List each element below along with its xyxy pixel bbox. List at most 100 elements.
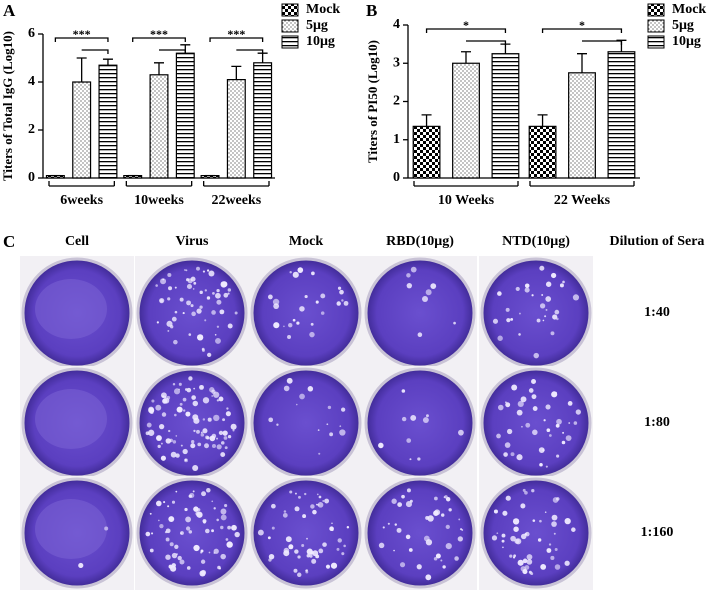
plaque <box>211 310 216 315</box>
plaque <box>171 500 176 504</box>
plaque <box>339 289 344 295</box>
plaque <box>283 385 290 392</box>
plaque <box>575 409 581 415</box>
plaque <box>301 544 305 548</box>
significance-label: *** <box>150 27 168 41</box>
plaque <box>177 555 182 561</box>
plaque <box>160 278 167 285</box>
plaque <box>339 429 346 436</box>
plaque <box>216 399 220 402</box>
plaque <box>343 300 349 306</box>
plaque <box>502 546 504 549</box>
plaque <box>539 303 546 309</box>
plate <box>364 367 476 479</box>
plaque <box>458 518 461 521</box>
plaque <box>343 544 346 548</box>
plaque <box>283 510 287 513</box>
plaque <box>497 404 504 411</box>
plaque <box>216 325 220 328</box>
plaque <box>551 391 558 398</box>
plate-sheen <box>35 499 107 559</box>
plaque <box>215 337 221 344</box>
plaque <box>282 512 288 518</box>
plaque <box>505 307 510 312</box>
plaque <box>196 511 203 518</box>
plaque <box>539 519 542 523</box>
y-tick-label: 6 <box>28 26 35 41</box>
plaque <box>157 444 161 449</box>
plaque <box>520 503 526 509</box>
legend-label: 10μg <box>306 34 335 49</box>
bar <box>568 72 596 179</box>
x-tick-label: 6weeks <box>60 193 103 208</box>
plaque <box>224 446 228 450</box>
error-bar <box>461 51 471 64</box>
error-bar <box>257 52 268 63</box>
plaque <box>161 412 167 417</box>
plaque <box>182 312 185 315</box>
plaque <box>200 569 207 576</box>
plaque <box>288 322 293 328</box>
plate <box>364 257 476 369</box>
plaque <box>174 286 177 289</box>
plaque <box>271 503 276 509</box>
plaque <box>191 395 196 400</box>
significance-bracket <box>541 28 623 45</box>
plaque <box>316 503 318 506</box>
plaque <box>426 414 429 418</box>
plaque <box>505 402 511 408</box>
plaque <box>324 498 330 504</box>
plaque <box>401 416 407 422</box>
plaque <box>223 292 229 298</box>
plaque <box>169 542 174 547</box>
plaque <box>425 574 432 581</box>
plaque <box>551 521 557 527</box>
plaque <box>184 269 186 271</box>
plaque <box>532 429 538 436</box>
plaque <box>562 431 565 434</box>
plaque <box>171 552 178 559</box>
plaque <box>223 436 228 440</box>
plaque <box>517 400 524 408</box>
plaque <box>179 297 184 302</box>
plaque <box>538 447 545 453</box>
plaque <box>312 509 317 515</box>
plaque <box>297 267 304 273</box>
panel-label: C <box>3 232 15 251</box>
plaque <box>533 352 539 359</box>
plaque <box>167 329 170 332</box>
plaque <box>310 504 315 509</box>
plaque <box>315 554 320 559</box>
plaque <box>417 332 423 338</box>
plaque <box>531 378 536 384</box>
plaque <box>545 465 548 468</box>
plaque <box>186 387 192 393</box>
plaque <box>104 526 109 531</box>
y-tick-label: 0 <box>28 170 35 185</box>
bar <box>175 52 195 179</box>
plaque <box>175 490 178 493</box>
column-label: RBD(10μg) <box>386 234 454 249</box>
y-tick-label: 4 <box>393 17 400 32</box>
plaque <box>408 548 413 552</box>
plaque <box>192 490 195 493</box>
plaque <box>298 495 301 499</box>
plaque <box>205 528 210 534</box>
plaque <box>512 518 520 525</box>
plaque <box>422 295 429 302</box>
plaque <box>526 559 533 565</box>
plaque <box>160 455 166 461</box>
plaque <box>193 544 200 552</box>
plaque <box>532 406 538 411</box>
plaque <box>457 536 463 542</box>
plaque <box>193 281 197 285</box>
plaque <box>188 333 192 336</box>
error-bar <box>102 58 113 66</box>
plaque <box>271 526 275 530</box>
panel-label: A <box>3 1 16 20</box>
plaque <box>202 428 208 434</box>
plaque <box>522 558 528 564</box>
column-label: Virus <box>176 234 209 249</box>
plaque <box>224 503 228 508</box>
plaque <box>190 443 196 449</box>
